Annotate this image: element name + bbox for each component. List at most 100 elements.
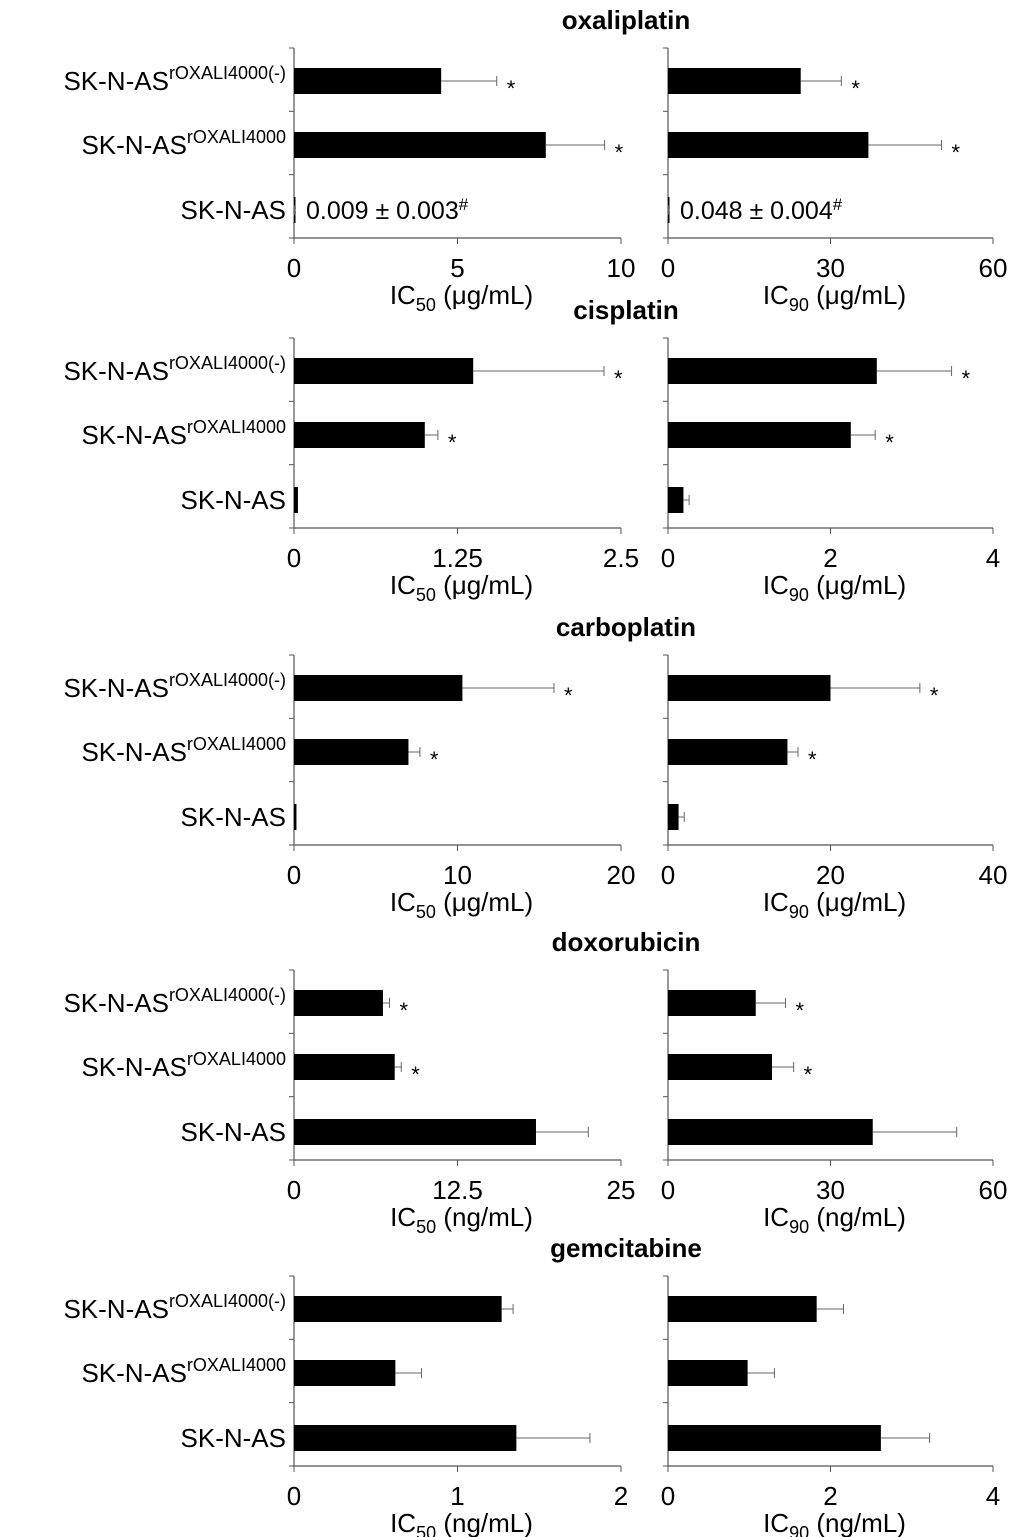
x-tick-label: 4	[986, 1481, 1000, 1511]
x-tick-label: 0	[661, 1175, 675, 1205]
panel-ic90: 0 2 4 IC90 (ng/mL)	[661, 1275, 1000, 1537]
category-label: SK-N-AS	[181, 802, 286, 832]
bar	[294, 675, 463, 701]
x-axis-title: IC90 (μg/mL)	[763, 887, 906, 922]
panel-ic90: 0 30 60 IC90 (μg/mL) * * 0.048 ± 0.004#	[661, 47, 1007, 315]
category-label: SK-N-ASrOXALI4000	[81, 127, 286, 160]
bar	[294, 1360, 396, 1386]
chart-group-oxaliplatin: oxaliplatin SK-N-ASrOXALI4000(-) SK-N-ASrO…	[63, 5, 1007, 315]
category-label: SK-N-AS	[181, 1117, 286, 1147]
significance-marker: *	[411, 1062, 420, 1087]
x-tick-label: 0	[287, 253, 301, 283]
bar	[294, 1119, 536, 1145]
significance-marker: *	[804, 1062, 813, 1087]
bar	[294, 990, 383, 1016]
x-tick-label: 10	[607, 253, 636, 283]
category-label: SK-N-ASrOXALI4000(-)	[63, 1291, 286, 1324]
significance-marker: *	[796, 998, 805, 1023]
significance-marker: *	[952, 140, 961, 165]
x-axis-title: IC90 (μg/mL)	[763, 570, 906, 605]
significance-marker: *	[430, 747, 439, 772]
category-label: SK-N-AS	[181, 485, 286, 515]
category-label: SK-N-ASrOXALI4000	[81, 1049, 286, 1082]
bar	[668, 422, 851, 448]
bar	[668, 1054, 772, 1080]
bar	[668, 1425, 881, 1451]
bar	[668, 68, 801, 94]
chart-title: carboplatin	[556, 612, 696, 642]
bar	[668, 1119, 873, 1145]
panel-ic50: 0 1 2 IC50 (ng/mL)	[287, 1275, 628, 1537]
category-label: SK-N-ASrOXALI4000(-)	[63, 985, 286, 1018]
category-label: SK-N-ASrOXALI4000	[81, 417, 286, 450]
x-axis-title: IC90 (ng/mL)	[763, 1202, 906, 1237]
panel-ic90: 0 30 60 IC90 (ng/mL) * *	[661, 969, 1008, 1237]
x-tick-label: 5	[450, 253, 464, 283]
significance-marker: *	[851, 76, 860, 101]
x-tick-label: 25	[607, 1175, 636, 1205]
bar	[668, 132, 869, 158]
panel-ic50: 0 1.25 2.5 IC50 (μg/mL) * *	[287, 337, 639, 605]
significance-marker: *	[885, 430, 894, 455]
x-tick-label: 0	[287, 1175, 301, 1205]
significance-marker: *	[564, 683, 573, 708]
bar	[294, 487, 298, 513]
panel-ic90: 0 20 40 IC90 (μg/mL) * *	[661, 654, 1008, 922]
x-axis-title: IC90 (ng/mL)	[763, 1508, 906, 1537]
x-tick-label: 60	[979, 1175, 1008, 1205]
x-axis-title: IC50 (ng/mL)	[390, 1202, 533, 1237]
x-axis-title: IC50 (ng/mL)	[390, 1508, 533, 1537]
bar	[668, 358, 877, 384]
bar	[294, 358, 474, 384]
chart-title: gemcitabine	[550, 1233, 702, 1263]
significance-marker: *	[615, 140, 624, 165]
x-axis-title: IC90 (μg/mL)	[763, 280, 906, 315]
bar	[668, 804, 679, 830]
category-label: SK-N-AS	[181, 195, 286, 225]
x-tick-label: 10	[443, 860, 472, 890]
x-tick-label: 0	[661, 1481, 675, 1511]
x-tick-label: 0	[661, 253, 675, 283]
category-label: SK-N-ASrOXALI4000(-)	[63, 353, 286, 386]
bar	[294, 739, 409, 765]
significance-marker: *	[808, 747, 817, 772]
value-annotation: 0.048 ± 0.004#	[680, 195, 843, 225]
value-annotation: 0.009 ± 0.003#	[306, 195, 469, 225]
bar	[294, 1054, 395, 1080]
bar	[668, 487, 684, 513]
x-tick-label: 4	[986, 543, 1000, 573]
panel-ic50: 0 10 20 IC50 (μg/mL) * *	[287, 654, 636, 922]
bar	[668, 1360, 748, 1386]
chart-title: doxorubicin	[552, 927, 701, 957]
x-tick-label: 2.5	[603, 543, 639, 573]
chart-group-gemcitabine: gemcitabine SK-N-ASrOXALI4000(-) SK-N-ASrO…	[63, 1233, 1000, 1537]
x-tick-label: 30	[816, 253, 845, 283]
category-label: SK-N-ASrOXALI4000	[81, 1355, 286, 1388]
x-tick-label: 0	[287, 1481, 301, 1511]
x-axis-title: IC50 (μg/mL)	[390, 887, 533, 922]
x-tick-label: 1	[450, 1481, 464, 1511]
chart-group-doxorubicin: doxorubicin SK-N-ASrOXALI4000(-) SK-N-ASrO…	[63, 927, 1007, 1237]
x-tick-label: 0	[287, 543, 301, 573]
category-label: SK-N-ASrOXALI4000	[81, 734, 286, 767]
bar	[668, 990, 756, 1016]
significance-marker: *	[930, 683, 939, 708]
significance-marker: *	[448, 430, 457, 455]
bar	[668, 739, 788, 765]
bar	[294, 804, 297, 830]
significance-marker: *	[962, 366, 971, 391]
x-tick-label: 2	[823, 1481, 837, 1511]
bar	[294, 132, 546, 158]
x-tick-label: 20	[607, 860, 636, 890]
category-label: SK-N-AS	[181, 1423, 286, 1453]
x-tick-label: 2	[614, 1481, 628, 1511]
panel-ic90: 0 2 4 IC90 (μg/mL) * *	[661, 337, 1000, 605]
x-tick-label: 0	[287, 860, 301, 890]
panel-ic50: 0 5 10 IC50 (μg/mL) * * 0.009 ± 0.003#	[287, 47, 636, 315]
chart-group-cisplatin: cisplatin SK-N-ASrOXALI4000(-) SK-N-ASrOXA…	[63, 295, 1000, 605]
significance-marker: *	[614, 366, 623, 391]
x-tick-label: 2	[823, 543, 837, 573]
x-tick-label: 40	[979, 860, 1008, 890]
x-tick-label: 0	[661, 860, 675, 890]
